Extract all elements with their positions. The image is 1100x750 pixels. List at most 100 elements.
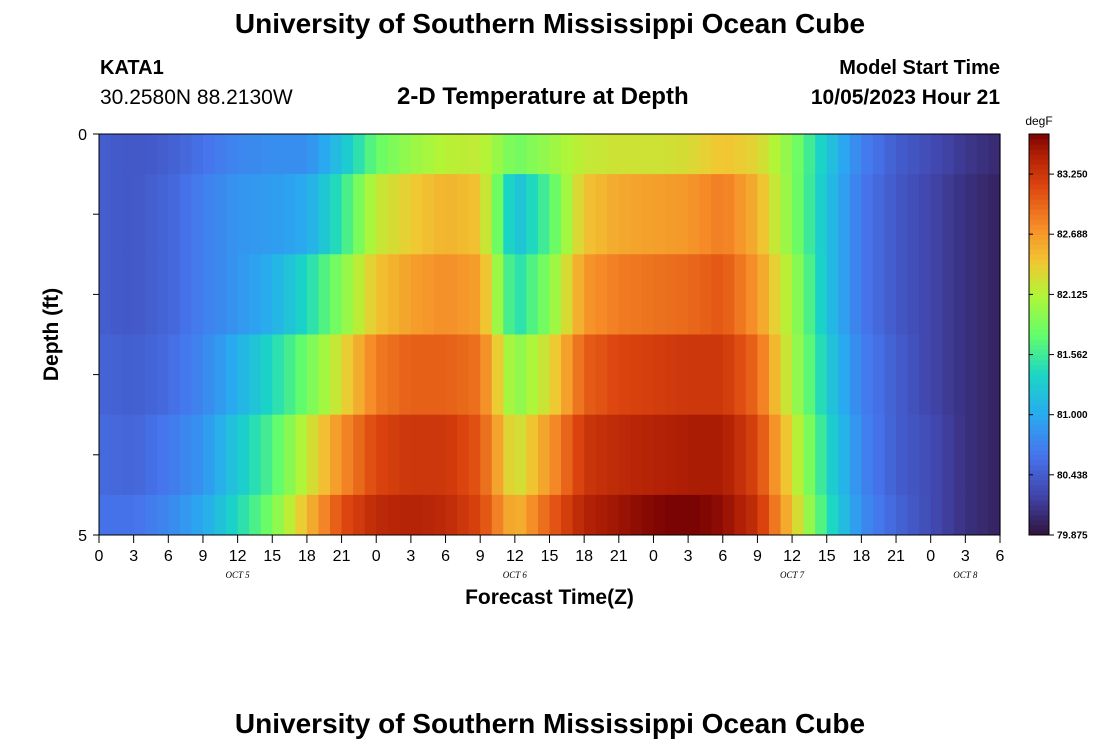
colorbar-band: [1029, 519, 1049, 526]
colorbar-band: [1029, 414, 1049, 421]
heatmap-cell: [272, 414, 285, 496]
heatmap-cell: [953, 134, 966, 175]
heatmap-cell: [503, 334, 516, 416]
heatmap-cell: [491, 134, 504, 175]
colorbar-band: [1029, 449, 1049, 456]
colorbar-band: [1029, 454, 1049, 461]
heatmap-cell: [364, 174, 377, 255]
heatmap-cell: [803, 334, 816, 416]
heatmap-cell: [202, 334, 216, 416]
heatmap-cell: [214, 334, 227, 416]
x-tick-label: 3: [129, 548, 138, 565]
heatmap-cell: [815, 334, 828, 416]
heatmap-cell: [237, 334, 250, 416]
heatmap-cell: [399, 134, 412, 175]
colorbar-band: [1029, 439, 1049, 446]
colorbar-band: [1029, 284, 1049, 290]
heatmap-cell: [387, 174, 400, 255]
x-tick-label: 15: [541, 548, 559, 565]
heatmap-cell: [191, 494, 204, 536]
heatmap-cell: [214, 494, 227, 536]
model-start-label: Model Start Time: [839, 57, 1000, 79]
heatmap-cell: [734, 254, 747, 335]
heatmap-cell: [549, 174, 562, 255]
heatmap-cell: [953, 254, 966, 335]
heatmap-cell: [399, 174, 412, 255]
heatmap-cell: [607, 414, 620, 496]
colorbar-band: [1029, 204, 1049, 210]
colorbar-band: [1029, 194, 1049, 200]
heatmap-cell: [133, 334, 146, 416]
heatmap-cell: [861, 334, 874, 416]
heatmap-cell: [480, 334, 493, 416]
heatmap-cell: [803, 134, 816, 175]
colorbar-band: [1029, 309, 1049, 315]
heatmap-cell: [260, 494, 273, 536]
heatmap-cell: [179, 414, 193, 496]
x-tick-label: 21: [887, 548, 905, 565]
heatmap-cell: [514, 494, 527, 536]
heatmap-cell: [168, 254, 181, 335]
heatmap-cell: [734, 134, 747, 175]
colorbar: degF 83.250 82.688 82.125 81.562 81.000 80.438…: [1025, 114, 1088, 542]
heatmap-cell: [780, 414, 793, 496]
colorbar-tick-label: 82.688: [1057, 230, 1088, 241]
heatmap-cell: [849, 334, 862, 416]
heatmap-cell: [722, 254, 735, 335]
heatmap-cell: [364, 494, 377, 536]
colorbar-band: [1029, 364, 1049, 371]
heatmap-cell: [768, 254, 782, 335]
heatmap-cell: [295, 414, 308, 496]
heatmap-cell: [838, 174, 851, 255]
heatmap-cell: [595, 414, 608, 496]
colorbar-band: [1029, 289, 1049, 295]
heatmap-cell: [884, 134, 897, 175]
heatmap-cell: [457, 414, 470, 496]
heatmap-cell: [734, 414, 747, 496]
heatmap-cell: [330, 254, 343, 335]
colorbar-band: [1029, 274, 1049, 280]
heatmap-cell: [295, 254, 308, 335]
heatmap-cell: [445, 174, 458, 255]
heatmap-cell: [838, 134, 851, 175]
heatmap-cell: [699, 334, 712, 416]
heatmap-cell: [283, 134, 296, 175]
heatmap-cell: [249, 414, 262, 496]
heatmap-cell: [607, 134, 620, 175]
heatmap-cell: [757, 494, 770, 536]
x-tick-label: 6: [164, 548, 173, 565]
x-tick-label: 3: [961, 548, 970, 565]
heatmap-cell: [676, 494, 689, 536]
colorbar-band: [1029, 319, 1049, 325]
heatmap-cell: [283, 494, 296, 536]
heatmap-cell: [503, 174, 516, 255]
heatmap-cell: [792, 174, 805, 255]
x-tick-label: 15: [818, 548, 836, 565]
heatmap-cell: [907, 414, 920, 496]
heatmap-cell: [849, 414, 862, 496]
colorbar-band: [1029, 184, 1049, 190]
heatmap-cell: [318, 334, 331, 416]
day-label: OCT 6: [503, 570, 528, 580]
heatmap-cell: [341, 494, 354, 536]
heatmap-cell: [445, 414, 458, 496]
heatmap-cell: [607, 174, 620, 255]
repeated-plot-title: University of Southern Mississippi Ocean…: [234, 708, 866, 739]
heatmap-cell: [653, 134, 666, 175]
heatmap-cell: [861, 494, 874, 536]
heatmap-cell: [537, 254, 551, 335]
heatmap-cell: [433, 254, 447, 335]
heatmap-cell: [110, 334, 123, 416]
heatmap-cell: [364, 254, 377, 335]
heatmap-cell: [122, 134, 135, 175]
heatmap-cell: [526, 494, 539, 536]
colorbar-band: [1029, 384, 1049, 391]
heatmap-cell: [849, 174, 862, 255]
heatmap-cell: [653, 414, 666, 496]
heatmap-cell: [145, 254, 158, 335]
heatmap-cell: [168, 414, 181, 496]
colorbar-band: [1029, 234, 1049, 240]
colorbar-band: [1029, 509, 1049, 516]
heatmap-cell: [341, 334, 354, 416]
heatmap-cell: [572, 254, 585, 335]
